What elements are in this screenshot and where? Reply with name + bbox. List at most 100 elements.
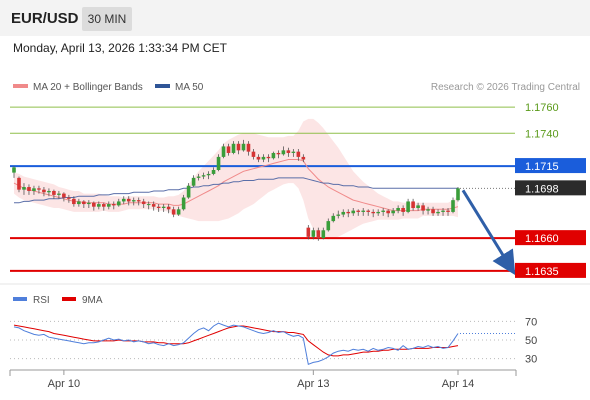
price-labels: 1.1760 1.1740 1.1715 1.1660 1.1635 1.1698 — [460, 102, 586, 278]
candle — [451, 197, 455, 214]
candle — [446, 208, 450, 216]
candle — [341, 209, 346, 218]
candle — [436, 209, 440, 216]
level-tag-1.1635 — [515, 262, 586, 278]
candle — [211, 167, 216, 176]
candles — [12, 139, 460, 241]
rsi-ma-legend-swatch — [62, 297, 76, 301]
candle — [296, 149, 301, 161]
rsi-legend-label: RSI — [33, 295, 50, 306]
candle — [291, 149, 296, 157]
level-tag-1.1660 — [515, 230, 586, 246]
candle — [166, 204, 171, 214]
candle — [126, 196, 131, 206]
candle — [17, 176, 21, 193]
candle — [381, 208, 385, 216]
candle — [351, 208, 356, 216]
candle — [42, 187, 46, 197]
rsi-ma-legend-label: 9MA — [82, 295, 103, 306]
candle — [32, 185, 36, 195]
level-label-1.1740: 1.1740 — [525, 128, 559, 140]
level-label-1.1715: 1.1715 — [525, 161, 559, 173]
candle — [161, 204, 166, 212]
candle — [311, 227, 316, 240]
candle — [87, 200, 91, 208]
x-axis-label: Apr 10 — [48, 378, 80, 390]
candle — [191, 175, 196, 188]
rsi-level-label-50: 50 — [525, 335, 537, 347]
candle — [261, 154, 266, 163]
forecast-arrow — [461, 189, 516, 276]
candle — [72, 196, 76, 207]
candle — [241, 139, 246, 152]
candle — [57, 190, 61, 199]
credit-text: Research © 2026 Trading Central — [431, 82, 580, 93]
candle — [406, 198, 410, 214]
candle — [146, 201, 151, 210]
candle — [336, 210, 341, 219]
rsi-panel: 70 50 30 — [10, 316, 537, 366]
legend-label-ma50: MA 50 — [175, 82, 204, 93]
candle — [47, 188, 51, 197]
last-price-tag — [515, 180, 586, 196]
candle — [206, 171, 211, 180]
candle — [316, 227, 321, 241]
candle — [82, 200, 86, 208]
rsi-ma-line — [13, 324, 459, 357]
candle — [371, 209, 375, 218]
candle — [77, 198, 81, 207]
toolbar: EUR/USD 30 MIN — [0, 0, 590, 36]
timeframe-button[interactable]: 30 MIN — [82, 7, 132, 31]
x-axis-label: Apr 14 — [442, 378, 474, 390]
candle — [121, 196, 126, 205]
candle — [171, 206, 176, 218]
legend-swatch-bb — [13, 84, 28, 88]
instrument-title: EUR/USD — [11, 10, 79, 27]
candle — [326, 218, 331, 232]
level-label-1.1660: 1.1660 — [525, 233, 559, 245]
level-label-1.1760: 1.1760 — [525, 102, 559, 114]
chart-panel — [0, 36, 590, 400]
candle — [271, 151, 276, 160]
candle — [306, 225, 311, 240]
rsi-level-label-30: 30 — [525, 354, 537, 366]
last-price-label: 1.1698 — [525, 183, 559, 195]
candle — [431, 206, 435, 216]
level-label-1.1635: 1.1635 — [525, 266, 559, 278]
candle — [266, 154, 271, 163]
ma50-line — [14, 177, 458, 204]
candle — [176, 206, 181, 216]
candle — [276, 150, 281, 159]
candle — [251, 149, 256, 160]
candle — [67, 194, 71, 203]
x-axis-label: Apr 13 — [297, 378, 329, 390]
candle — [301, 154, 306, 163]
candle — [321, 227, 326, 240]
candle — [411, 198, 415, 211]
candle — [106, 201, 111, 210]
candle — [226, 143, 231, 156]
legend-label-bb: MA 20 + Bollinger Bands — [33, 82, 143, 93]
candle — [116, 198, 121, 207]
rsi-legend: RSI 9MA — [13, 295, 103, 306]
candle — [441, 208, 445, 216]
candle — [396, 205, 400, 214]
candle — [416, 202, 420, 211]
candle — [221, 143, 226, 159]
candle — [231, 141, 236, 155]
candle — [216, 154, 221, 172]
candle — [92, 201, 96, 211]
candle — [136, 197, 141, 206]
candle — [286, 147, 291, 157]
legend: MA 20 + Bollinger Bands MA 50 — [13, 82, 204, 93]
candle — [281, 146, 286, 156]
candle — [346, 209, 351, 218]
candle — [131, 197, 136, 206]
candle — [331, 213, 336, 223]
candle — [52, 189, 56, 199]
candle — [376, 209, 380, 216]
candle — [111, 201, 116, 210]
candle — [156, 204, 161, 212]
candle — [181, 194, 186, 211]
